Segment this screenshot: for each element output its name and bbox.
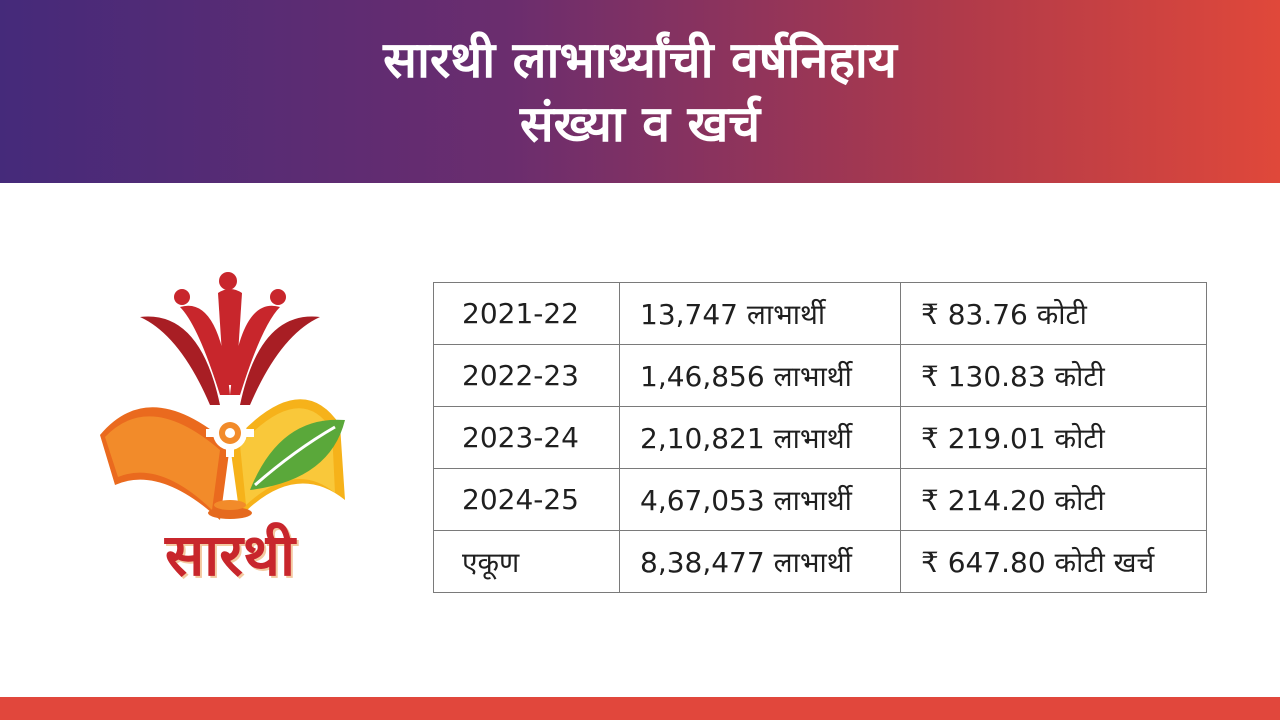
- table-row: 2022-23 1,46,856 लाभार्थी ₹ 130.83 कोटी: [433, 344, 1207, 407]
- sarthi-logo: सारथी: [80, 255, 380, 610]
- expense-cell: ₹ 83.76 कोटी: [900, 282, 1207, 345]
- page-title-line-2: संख्या व खर्च: [519, 94, 761, 153]
- table-row: 2023-24 2,10,821 लाभार्थी ₹ 219.01 कोटी: [433, 406, 1207, 469]
- title-banner: सारथी लाभार्थ्यांची वर्षनिहाय संख्या व ख…: [0, 0, 1280, 183]
- beneficiaries-cell: 13,747 लाभार्थी: [619, 282, 901, 345]
- page-title-line-1: सारथी लाभार्थ्यांची वर्षनिहाय: [383, 30, 897, 89]
- expense-cell: ₹ 214.20 कोटी: [900, 468, 1207, 531]
- logo-wordmark: सारथी: [164, 521, 296, 589]
- year-cell: 2023-24: [433, 406, 620, 469]
- table-row-total: एकूण 8,38,477 लाभार्थी ₹ 647.80 कोटी खर्…: [433, 530, 1207, 593]
- total-beneficiaries-cell: 8,38,477 लाभार्थी: [619, 530, 901, 593]
- total-expense-cell: ₹ 647.80 कोटी खर्च: [900, 530, 1207, 593]
- year-cell: 2024-25: [433, 468, 620, 531]
- beneficiaries-cell: 4,67,053 लाभार्थी: [619, 468, 901, 531]
- expense-cell: ₹ 219.01 कोटी: [900, 406, 1207, 469]
- beneficiaries-cell: 2,10,821 लाभार्थी: [619, 406, 901, 469]
- footer-bar: [0, 697, 1280, 720]
- year-cell: 2022-23: [433, 344, 620, 407]
- sarthi-emblem-icon: [100, 272, 345, 520]
- expense-cell: ₹ 130.83 कोटी: [900, 344, 1207, 407]
- table-row: 2021-22 13,747 लाभार्थी ₹ 83.76 कोटी: [433, 282, 1207, 345]
- table-row: 2024-25 4,67,053 लाभार्थी ₹ 214.20 कोटी: [433, 468, 1207, 531]
- total-label-cell: एकूण: [433, 530, 620, 593]
- beneficiaries-table: 2021-22 13,747 लाभार्थी ₹ 83.76 कोटी 202…: [433, 282, 1207, 593]
- beneficiaries-cell: 1,46,856 लाभार्थी: [619, 344, 901, 407]
- year-cell: 2021-22: [433, 282, 620, 345]
